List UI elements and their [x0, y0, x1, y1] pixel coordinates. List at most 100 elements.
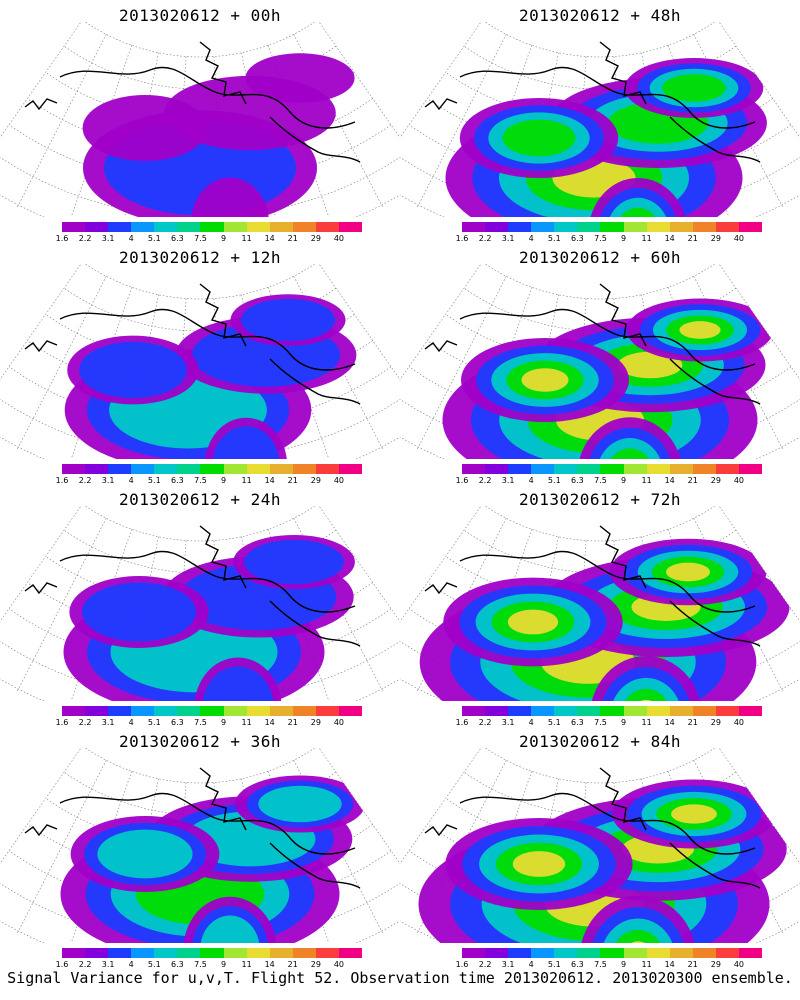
colorbar-label: 3.1	[101, 718, 115, 727]
colorbar-swatch	[577, 464, 601, 474]
colorbar-swatch	[600, 464, 624, 474]
colorbar-swatch	[177, 948, 201, 958]
colorbar-label: 5.1	[547, 234, 561, 243]
coastline	[24, 525, 361, 647]
colorbar-swatch	[485, 948, 509, 958]
colorbar-swatch	[246, 222, 270, 232]
colorbar	[462, 948, 763, 958]
colorbar-swatch	[623, 464, 647, 474]
colorbar-label: 9	[620, 960, 627, 969]
colorbar-swatch	[715, 948, 739, 958]
colorbar-label: 7.5	[594, 476, 607, 485]
colorbar-label: 14	[664, 476, 675, 485]
colorbar-swatch	[623, 706, 647, 716]
colorbar-label: 21	[287, 960, 298, 969]
colorbar-label: 2.2	[78, 476, 92, 485]
colorbar-swatch	[577, 706, 601, 716]
colorbar-label: 11	[641, 960, 652, 969]
colorbar-label: 2.2	[478, 476, 492, 485]
colorbar-label: 40	[733, 234, 745, 243]
colorbar-label: 29	[710, 718, 721, 727]
colorbar-label: 14	[264, 960, 275, 969]
colorbar-swatch	[646, 464, 670, 474]
colorbar-label: 11	[641, 718, 652, 727]
panel-title: 2013020612 + 12h	[118, 248, 282, 267]
colorbar-swatch	[269, 948, 293, 958]
panel-title: 2013020612 + 48h	[518, 6, 682, 25]
colorbar-swatch	[531, 464, 555, 474]
variance-field	[60, 775, 366, 943]
colorbar-swatch	[715, 222, 739, 232]
colorbar-label: 7.5	[594, 234, 607, 243]
colorbar-swatch	[108, 222, 132, 232]
colorbar-label: 3.1	[501, 234, 515, 243]
colorbar-swatch	[738, 222, 763, 232]
variance-map	[0, 22, 400, 217]
colorbar-swatch	[108, 948, 132, 958]
colorbar-swatch	[554, 464, 578, 474]
colorbar-label: 29	[310, 234, 321, 243]
colorbar-swatch	[646, 948, 670, 958]
colorbar-label: 9	[220, 960, 227, 969]
colorbar-swatch	[338, 222, 363, 232]
colorbar-label: 2.2	[478, 234, 492, 243]
colorbar-label: 11	[241, 234, 252, 243]
colorbar-label: 1.6	[55, 718, 69, 727]
colorbar-swatch	[292, 464, 316, 474]
colorbar-label: 9	[220, 718, 227, 727]
colorbar-swatch	[669, 948, 693, 958]
colorbar-swatch	[692, 464, 716, 474]
colorbar-label: 1.6	[55, 960, 69, 969]
colorbar-swatch	[738, 706, 763, 716]
panel-title: 2013020612 + 24h	[118, 490, 282, 509]
colorbar-swatch	[315, 222, 339, 232]
colorbar-swatch	[338, 706, 363, 716]
colorbar-swatch	[738, 464, 763, 474]
colorbar	[462, 706, 763, 716]
colorbar-label: 6.3	[171, 718, 184, 727]
colorbar-swatch	[669, 706, 693, 716]
colorbar-label: 6.3	[571, 476, 584, 485]
colorbar-label: 4	[528, 476, 534, 485]
colorbar-swatch	[315, 948, 339, 958]
colorbar-label: 21	[687, 234, 698, 243]
colorbar-swatch	[531, 706, 555, 716]
map-panel: 2013020612 + 12h 1.6 2.2 3.1 4 5.1 6.3 7.5 9 11 14…	[0, 242, 400, 487]
colorbar-label: 21	[287, 234, 298, 243]
colorbar-label: 29	[310, 718, 321, 727]
colorbar-label: 3.1	[101, 234, 115, 243]
colorbar-label: 6.3	[571, 234, 584, 243]
colorbar-swatch	[200, 464, 224, 474]
colorbar-label: 7.5	[594, 718, 607, 727]
colorbar-labels: 1.6 2.2 3.1 4 5.1 6.3 7.5 9 11 14 21 29 40	[456, 718, 762, 728]
colorbar-label: 5.1	[547, 718, 561, 727]
map-panel: 2013020612 + 00h 1.6 2.2 3.1 4 5.1 6.3 7.5 9 11 14…	[0, 0, 400, 245]
colorbar-labels: 1.6 2.2 3.1 4 5.1 6.3 7.5 9 11 14 21 29 40	[456, 476, 762, 486]
colorbar-label: 2.2	[78, 234, 92, 243]
map-panel: 2013020612 + 24h 1.6 2.2 3.1 4 5.1 6.3 7.5 9 11 14…	[0, 484, 400, 729]
colorbar-swatch	[462, 464, 486, 474]
colorbar-swatch	[85, 706, 109, 716]
colorbar-label: 40	[333, 718, 345, 727]
colorbar-swatch	[85, 222, 109, 232]
coastline	[24, 41, 361, 163]
colorbar-swatch	[554, 706, 578, 716]
coastline	[424, 525, 761, 647]
colorbar-label: 40	[733, 476, 745, 485]
colorbar-label: 6.3	[171, 960, 184, 969]
colorbar-label: 6.3	[171, 234, 184, 243]
variance-field	[64, 294, 357, 459]
colorbar-swatch	[338, 948, 363, 958]
colorbar-swatch	[85, 464, 109, 474]
colorbar-labels: 1.6 2.2 3.1 4 5.1 6.3 7.5 9 11 14 21 29 40	[56, 234, 362, 244]
colorbar-label: 11	[641, 234, 652, 243]
colorbar-swatch	[154, 222, 178, 232]
colorbar-swatch	[85, 948, 109, 958]
colorbar-label: 14	[664, 718, 675, 727]
colorbar-label: 1.6	[455, 718, 469, 727]
colorbar-swatch	[200, 222, 224, 232]
colorbar-label: 1.6	[55, 234, 69, 243]
colorbar-swatch	[177, 222, 201, 232]
coastline	[424, 283, 761, 405]
colorbar-labels: 1.6 2.2 3.1 4 5.1 6.3 7.5 9 11 14 21 29 40	[56, 718, 362, 728]
